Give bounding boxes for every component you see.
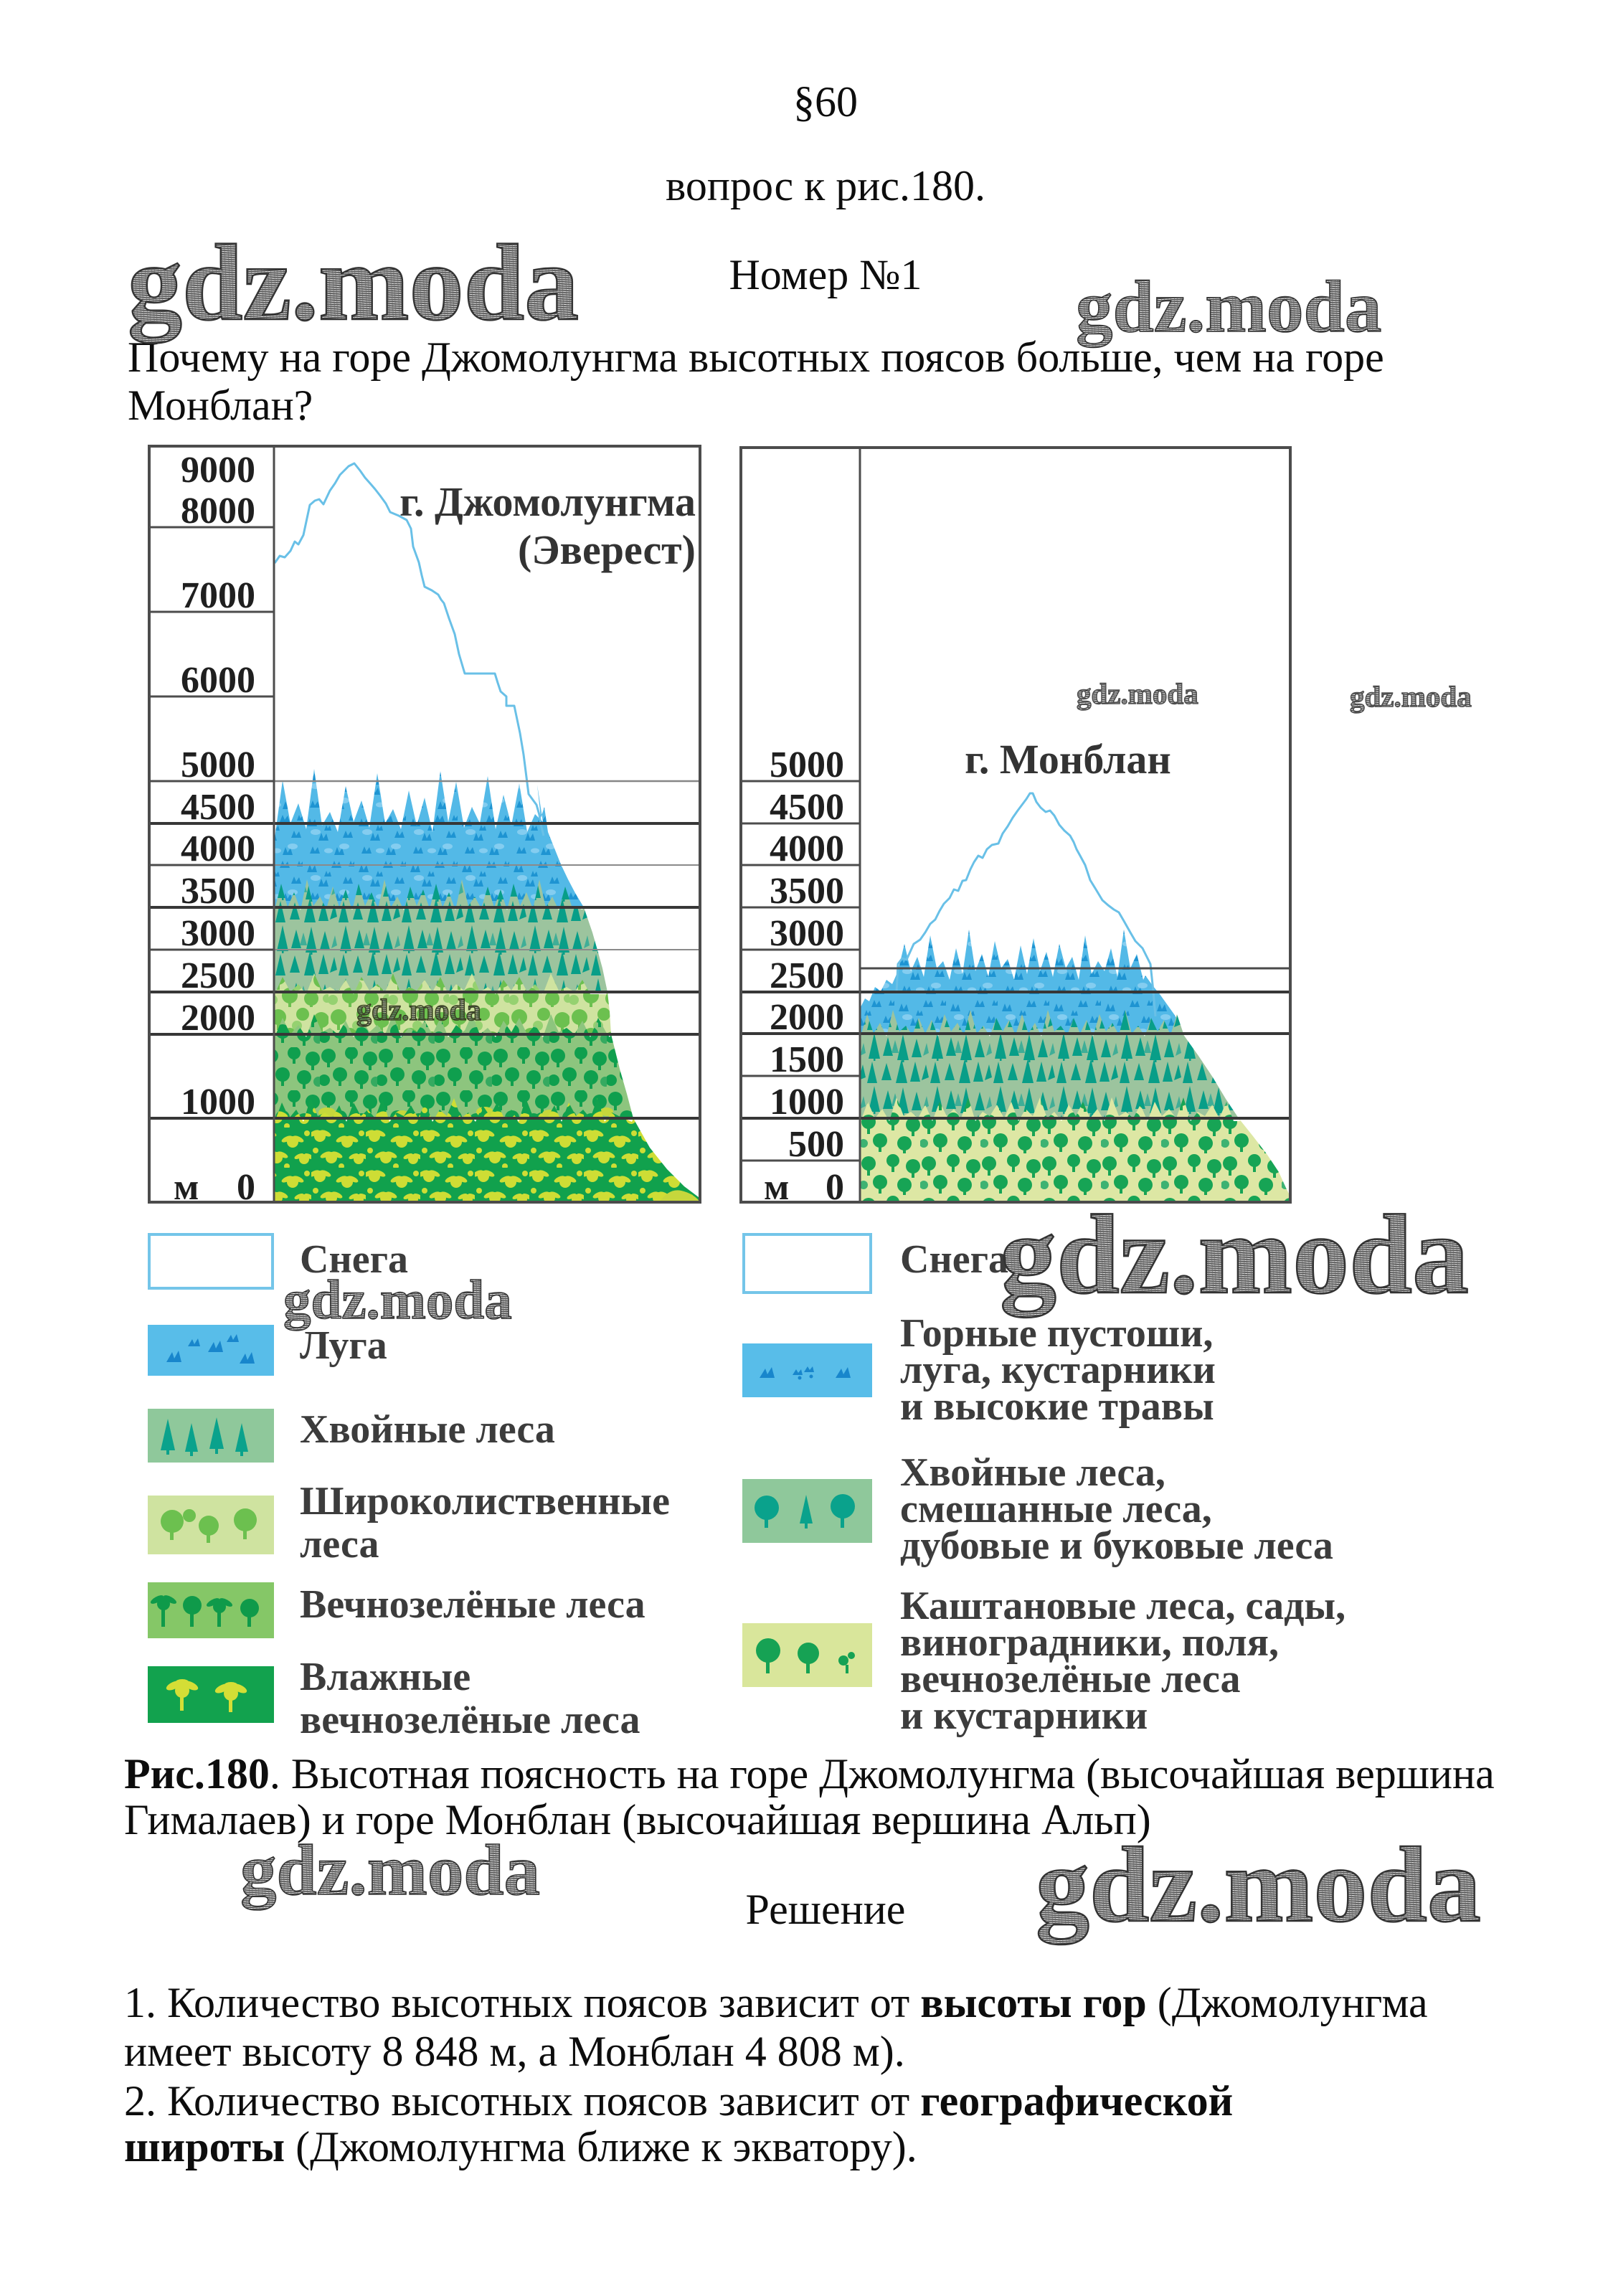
svg-text:1000: 1000	[770, 1082, 844, 1123]
svg-text:0: 0	[237, 1167, 255, 1204]
svg-text:2000: 2000	[770, 997, 844, 1038]
svg-text:(Эверест): (Эверест)	[518, 526, 696, 573]
svg-text:2500: 2500	[181, 955, 255, 996]
svg-text:4000: 4000	[770, 828, 844, 869]
svg-text:3000: 3000	[770, 913, 844, 954]
svg-text:0: 0	[826, 1167, 844, 1204]
svg-text:4500: 4500	[181, 787, 255, 828]
svg-text:gdz.moda: gdz.moda	[1350, 680, 1472, 713]
svg-text:4500: 4500	[770, 787, 844, 828]
svg-text:7000: 7000	[181, 575, 255, 616]
svg-text:3000: 3000	[181, 913, 255, 954]
svg-text:1500: 1500	[770, 1039, 844, 1080]
svg-text:9000: 9000	[181, 450, 255, 491]
svg-text:8000: 8000	[181, 491, 255, 532]
svg-text:2000: 2000	[181, 998, 255, 1039]
svg-text:3500: 3500	[181, 871, 255, 912]
svg-text:м: м	[174, 1167, 199, 1204]
svg-text:gdz.moda: gdz.moda	[1000, 1192, 1469, 1318]
svg-text:1000: 1000	[181, 1082, 255, 1123]
svg-text:3500: 3500	[770, 871, 844, 912]
svg-text:6000: 6000	[181, 660, 255, 701]
svg-text:5000: 5000	[181, 745, 255, 785]
svg-text:2500: 2500	[770, 955, 844, 996]
svg-text:м: м	[764, 1167, 789, 1204]
svg-text:5000: 5000	[770, 745, 844, 785]
svg-text:г. Джомолунгма: г. Джомолунгма	[399, 478, 696, 525]
svg-text:г. Монблан: г. Монблан	[965, 736, 1171, 783]
svg-text:4000: 4000	[181, 828, 255, 869]
svg-text:500: 500	[788, 1124, 844, 1165]
